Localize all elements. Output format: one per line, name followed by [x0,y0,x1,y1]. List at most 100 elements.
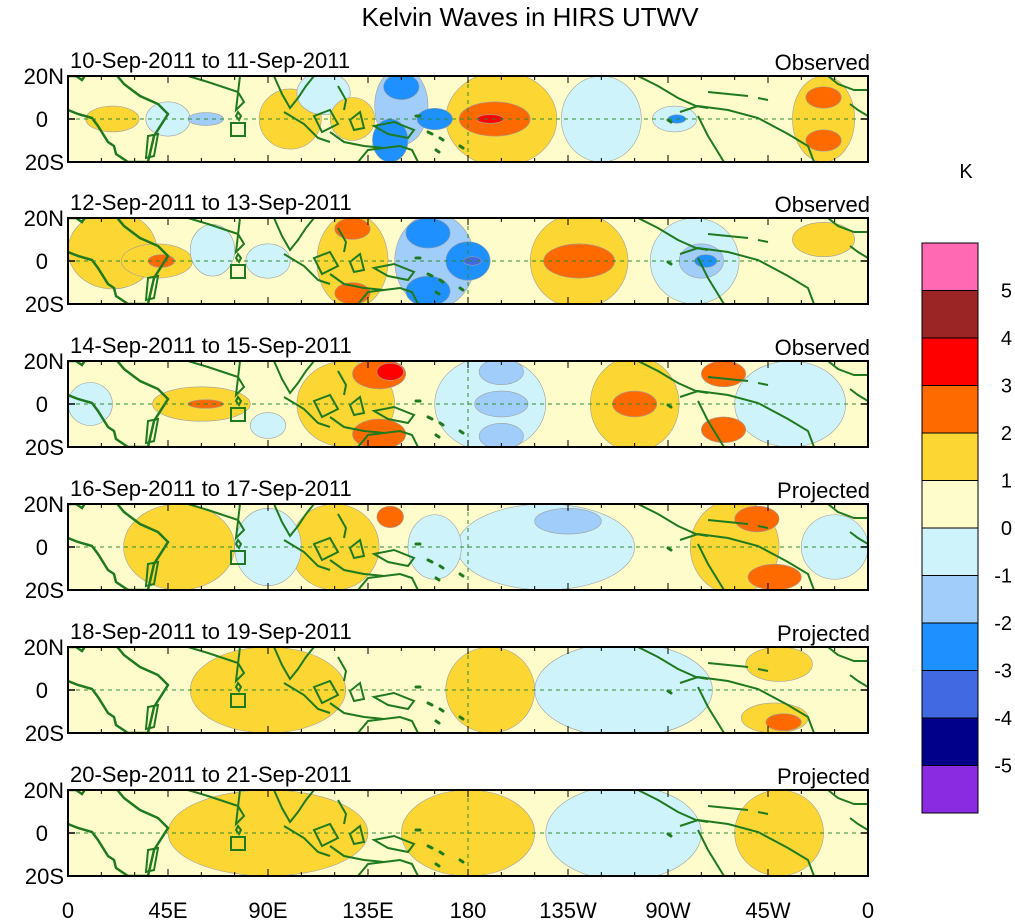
lon-tick-label: 135E [342,898,393,922]
colorbar-label: -2 [994,613,1012,635]
contour-blob [543,243,615,279]
lat-tick-label: 0 [36,678,48,703]
lon-tick-label: 0 [862,898,874,922]
lat-tick-label: 20S [25,150,64,175]
panel-1: 10-Sep-2011 to 11-Sep-2011 Observed 20N 0 20… [24,48,870,175]
lat-tick-label: 0 [36,535,48,560]
panel-date-label: 14-Sep-2011 to 15-Sep-2011 [70,333,352,358]
colorbar-unit: K [959,161,973,183]
lat-tick-label: 20S [25,292,64,317]
colorbar-label: 4 [1001,328,1012,350]
lat-tick-label: 20N [24,349,64,374]
colorbar-label: -3 [994,661,1012,683]
colorbar: K 5 4 3 2 1 0 -1 -2 -3 -4 -5 [921,161,1012,814]
colorbar-label: 3 [1001,376,1012,398]
lon-tick-label: 45W [745,898,790,922]
contour-blob [478,361,524,385]
panel-5: 18-Sep-2011 to 19-Sep-2011 Projected 20N 0 2… [24,619,870,746]
lon-tick-label: 90W [645,898,690,922]
contour-blob [745,647,813,682]
contour-blob [612,390,658,418]
lon-tick-label: 135W [539,898,597,922]
contour-blob [249,412,287,439]
lat-tick-label: 0 [36,392,48,417]
colorbar-label: 2 [1001,423,1012,445]
colorbar-box [921,717,979,766]
lat-tick-label: 20S [25,435,64,460]
contour-blob [376,362,404,381]
panel-field [68,76,868,162]
chart-title: Kelvin Waves in HIRS UTWV [361,2,699,32]
panel-date-label: 18-Sep-2011 to 19-Sep-2011 [70,619,352,644]
lat-tick-label: 20N [24,635,64,660]
panel-status-label: Observed [775,335,870,360]
colorbar-box [921,527,979,576]
contour-blob [765,713,802,732]
contour-blob [476,114,504,124]
panel-status-label: Observed [775,192,870,217]
lat-tick-label: 20N [24,492,64,517]
contour-blob [701,361,747,388]
contour-blob [376,505,404,528]
contour-blob [478,423,524,447]
colorbar-label: -1 [994,566,1012,588]
panel-date-label: 16-Sep-2011 to 17-Sep-2011 [70,476,352,501]
panel-status-label: Projected [777,478,870,503]
panel-field [68,790,868,876]
panel-field [68,504,868,590]
contour-blob [383,76,420,100]
colorbar-box [921,385,979,434]
panel-date-label: 10-Sep-2011 to 11-Sep-2011 [70,48,350,73]
colorbar-box [921,480,979,529]
panel-field [68,218,868,304]
contour-blob [445,647,535,733]
lat-tick-label: 20S [25,578,64,603]
colorbar-box [921,432,979,481]
contour-blob [801,514,868,580]
colorbar-box [921,290,979,339]
colorbar-box [921,337,979,386]
panel-field [68,647,868,733]
contour-blob [701,416,747,444]
contour-blob [734,505,780,533]
panel-3: 14-Sep-2011 to 15-Sep-2011 Observed 20N 0 20… [24,333,870,460]
panel-date-label: 12-Sep-2011 to 13-Sep-2011 [70,190,352,215]
colorbar-box [921,765,979,814]
lat-tick-label: 20S [25,721,64,746]
contour-blob [405,218,451,249]
longitude-axis: 0 45E 90E 135E 180 135W 90W 45W 0 [62,898,874,922]
lat-tick-label: 20N [24,64,64,89]
colorbar-box [921,242,979,291]
lon-tick-label: 45E [148,898,187,922]
lon-tick-label: 90E [248,898,287,922]
panel-date-label: 20-Sep-2011 to 21-Sep-2011 [70,762,352,787]
lon-tick-label: 0 [62,898,74,922]
lat-tick-label: 20S [25,864,64,889]
panel-status-label: Projected [777,621,870,646]
panel-4: 16-Sep-2011 to 17-Sep-2011 Projected 20N 0 2… [24,476,870,603]
lat-tick-label: 20N [24,206,64,231]
panel-status-label: Observed [775,50,870,75]
panel-stack: 10-Sep-2011 to 11-Sep-2011 Observed 20N 0 20… [24,48,870,889]
lat-tick-label: 0 [36,821,48,846]
colorbar-box [921,622,979,671]
lat-tick-label: 0 [36,107,48,132]
panel-field [68,361,868,447]
contour-blob [805,129,842,152]
contour-blob [561,76,642,162]
colorbar-label: 0 [1001,518,1012,540]
contour-blob [747,563,802,590]
colorbar-label: -4 [994,708,1012,730]
contour-blob [189,224,235,277]
lat-tick-label: 20N [24,778,64,803]
colorbar-label: 1 [1001,471,1012,493]
panel-2: 12-Sep-2011 to 13-Sep-2011 Observed 20N 0 20… [24,190,870,317]
contour-blob [534,508,602,535]
colorbar-box [921,670,979,719]
colorbar-label: -5 [994,756,1012,778]
lat-tick-label: 0 [36,249,48,274]
panel-6: 20-Sep-2011 to 21-Sep-2011 Projected 20N 0 2… [24,762,870,889]
contour-blob [792,221,855,258]
colorbar-label: 5 [1001,281,1012,303]
